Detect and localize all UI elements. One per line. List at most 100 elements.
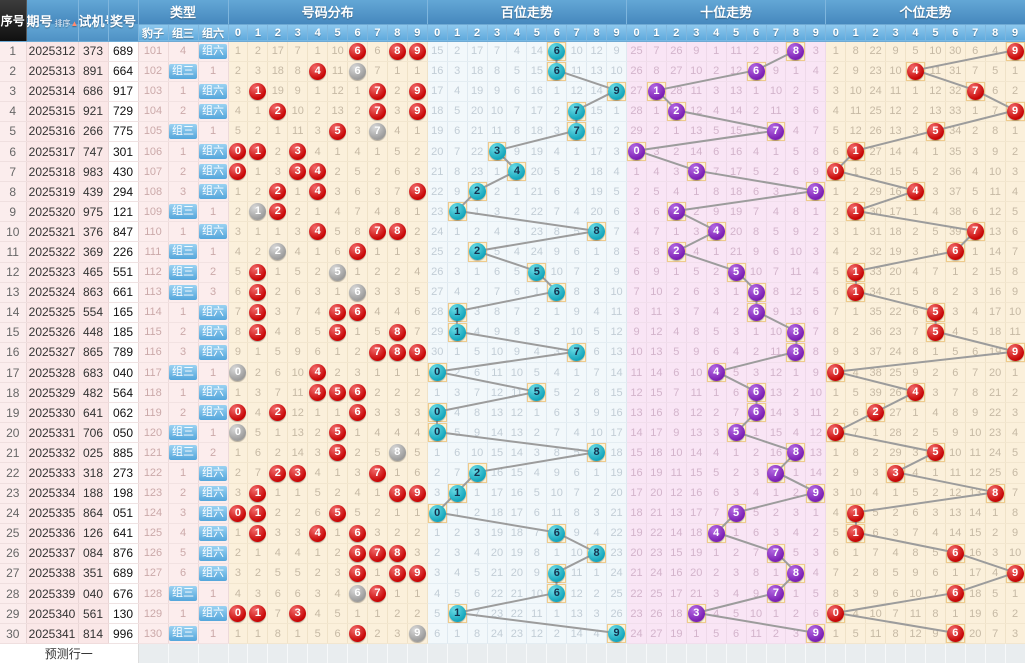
dist-cell-9: 1 bbox=[407, 121, 428, 142]
col-header-prize: 奖号 bbox=[108, 0, 139, 42]
tens-cell-2: 4 bbox=[666, 322, 687, 343]
hundreds-cell-0: 1 bbox=[427, 523, 448, 544]
dist-digit-header-5: 5 bbox=[327, 24, 349, 42]
units-cell-5: 1 bbox=[925, 462, 946, 484]
tens-cell-2: 11 bbox=[666, 462, 687, 484]
tens-cell-3: 18 bbox=[686, 523, 707, 544]
hundreds-cell-1: 5 bbox=[447, 422, 468, 444]
tens-ball: 8 bbox=[787, 42, 805, 60]
zu6-cell: 组六 bbox=[198, 503, 229, 524]
table-row: 22 2025333 318 273 122 1 组六 2 7 2 3 4 1 3 7 1 6 2 7 2 16 15 4 9… bbox=[0, 462, 1025, 484]
dist-cell-8: 8 bbox=[387, 322, 408, 343]
dist-cell-4: 2 bbox=[307, 262, 329, 283]
units-cell-5: 7 bbox=[925, 583, 946, 605]
trial-number-cell: 318 bbox=[78, 462, 109, 484]
hundreds-cell-8: 9 bbox=[586, 402, 608, 424]
tens-digit-header-8: 8 bbox=[785, 24, 807, 42]
tens-cell-7: 5 bbox=[766, 221, 787, 243]
units-cell-0: 3 bbox=[825, 221, 847, 243]
hundreds-cell-7: 7 bbox=[566, 121, 588, 142]
prize-number-cell: 775 bbox=[108, 121, 139, 142]
tens-cell-6: 8 bbox=[746, 221, 767, 243]
issue-cell: 2025340 bbox=[26, 603, 79, 625]
dist-cell-0: 1 bbox=[228, 442, 249, 464]
tens-ball: 7 bbox=[767, 122, 785, 140]
dist-cell-8: 5 bbox=[387, 141, 408, 163]
baozi-miss-cell: 123 bbox=[138, 483, 169, 504]
hundreds-cell-9: 9 bbox=[606, 81, 628, 102]
table-row: 24 2025335 864 051 124 3 组六 0 1 2 2 6 5 5 2 1 1 0 1 2 18 17 6 1… bbox=[0, 503, 1025, 524]
units-cell-9: 4 bbox=[1005, 422, 1025, 444]
dist-cell-1: 1 bbox=[247, 262, 269, 283]
hundreds-cell-2: 2 bbox=[467, 503, 488, 524]
tens-cell-5: 3 bbox=[726, 322, 747, 343]
seq-cell: 7 bbox=[0, 161, 27, 183]
tens-cell-1: 9 bbox=[646, 262, 667, 283]
dist-ball: 1 bbox=[249, 504, 267, 522]
zu6-cell: 1 bbox=[198, 422, 229, 444]
dist-cell-3: 8 bbox=[287, 322, 309, 343]
table-row: 4 2025315 921 729 104 2 组六 4 1 2 10 2 13 2 7 3 9 18 5 20 10 7… bbox=[0, 101, 1025, 122]
tens-ball: 7 bbox=[767, 544, 785, 562]
tens-cell-9: 9 bbox=[805, 181, 827, 203]
hundreds-cell-4: 13 bbox=[506, 422, 528, 444]
dist-cell-0: 3 bbox=[228, 483, 249, 504]
hundreds-cell-1: 2 bbox=[447, 241, 468, 263]
sort-control[interactable]: 排序▲▼ bbox=[55, 18, 78, 28]
units-cell-1: 1 bbox=[845, 201, 867, 223]
dist-cell-8: 8 bbox=[387, 221, 408, 243]
hundreds-cell-1: 8 bbox=[447, 161, 468, 183]
hundreds-ball: 5 bbox=[528, 384, 546, 402]
units-cell-7: 11 bbox=[965, 442, 986, 464]
units-digit-header-9: 9 bbox=[1005, 24, 1025, 42]
hundreds-cell-6: 3 bbox=[546, 121, 568, 142]
tens-cell-4: 2 bbox=[706, 61, 727, 82]
units-cell-2: 3 bbox=[865, 462, 887, 484]
tens-cell-7: 10 bbox=[766, 81, 787, 102]
dist-cell-2: 1 bbox=[267, 422, 289, 444]
issue-cell: 2025313 bbox=[26, 61, 79, 82]
trial-number-cell: 040 bbox=[78, 583, 109, 605]
units-cell-3: 15 bbox=[885, 161, 906, 183]
dist-cell-0: 2 bbox=[228, 201, 249, 223]
tens-cell-3: 12 bbox=[686, 402, 707, 424]
seq-cell: 18 bbox=[0, 382, 27, 404]
dist-ball: 9 bbox=[408, 343, 426, 361]
dist-cell-9: 2 bbox=[407, 523, 428, 544]
zu6-cell: 组六 bbox=[198, 302, 229, 323]
dist-cell-4: 1 bbox=[307, 241, 329, 263]
tens-cell-7: 10 bbox=[766, 322, 787, 343]
tens-cell-6: 3 bbox=[746, 462, 767, 484]
hundreds-cell-4: 11 bbox=[506, 382, 528, 404]
dist-cell-5: 3 bbox=[327, 181, 349, 203]
units-cell-8: 16 bbox=[985, 282, 1006, 303]
dist-cell-7: 3 bbox=[367, 402, 388, 424]
dist-cell-2: 1 bbox=[267, 121, 289, 142]
tens-cell-6: 8 bbox=[746, 563, 767, 585]
hundreds-cell-1: 4 bbox=[447, 563, 468, 585]
units-cell-2: 34 bbox=[865, 282, 887, 303]
seq-cell: 10 bbox=[0, 221, 27, 243]
hundreds-cell-0: 6 bbox=[427, 623, 448, 645]
hundreds-ball: 8 bbox=[588, 444, 606, 462]
hundreds-ball: 9 bbox=[608, 82, 626, 100]
dist-ball: 1 bbox=[249, 524, 267, 542]
units-cell-2: 33 bbox=[865, 262, 887, 283]
tens-digit-header-4: 4 bbox=[706, 24, 727, 42]
dist-cell-1: 2 bbox=[247, 181, 269, 203]
seq-cell: 3 bbox=[0, 81, 27, 102]
dist-cell-5: 11 bbox=[327, 61, 349, 82]
tens-cell-9: 5 bbox=[805, 81, 827, 102]
units-cell-8: 23 bbox=[985, 422, 1006, 444]
prediction-empty-cell bbox=[825, 643, 847, 663]
units-cell-2: 10 bbox=[865, 603, 887, 625]
seq-cell: 24 bbox=[0, 503, 27, 524]
units-ball: 0 bbox=[827, 605, 845, 623]
units-cell-0: 0 bbox=[825, 161, 847, 183]
units-cell-9: 9 bbox=[1005, 563, 1025, 585]
tens-cell-4: 4 bbox=[706, 603, 727, 625]
hundreds-cell-5: 9 bbox=[526, 563, 548, 585]
sort-asc-icon[interactable]: ▲ bbox=[70, 18, 78, 28]
zu6-badge: 组六 bbox=[199, 164, 227, 180]
zu3-badge: 组三 bbox=[169, 284, 197, 300]
